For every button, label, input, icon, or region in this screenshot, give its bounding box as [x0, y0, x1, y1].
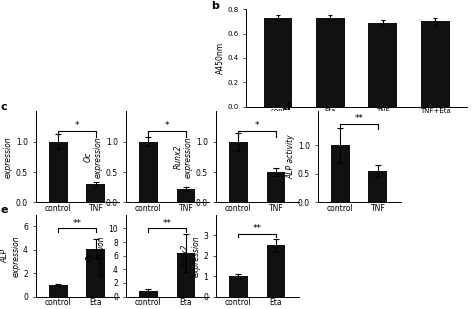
- Bar: [368, 171, 387, 202]
- Y-axis label: Runx2
expression: Runx2 expression: [174, 136, 193, 178]
- Y-axis label: Oc
expression: Oc expression: [86, 235, 106, 277]
- Y-axis label: ALP
expression: ALP expression: [1, 235, 20, 277]
- Bar: [266, 172, 285, 202]
- Y-axis label: ALP
expression: ALP expression: [0, 136, 13, 178]
- Text: c: c: [0, 102, 7, 112]
- Bar: [86, 249, 105, 297]
- Bar: [139, 291, 158, 297]
- Text: **: **: [355, 115, 364, 124]
- Bar: [266, 245, 285, 297]
- Bar: [331, 146, 350, 202]
- Text: e: e: [0, 205, 8, 215]
- Bar: [264, 18, 292, 107]
- Text: **: **: [163, 218, 172, 227]
- Text: b: b: [211, 2, 219, 11]
- Bar: [49, 142, 68, 202]
- Bar: [176, 253, 195, 297]
- Text: *: *: [75, 121, 79, 130]
- Bar: [421, 21, 450, 107]
- Y-axis label: Runx2
expression: Runx2 expression: [181, 235, 201, 277]
- Bar: [86, 184, 105, 202]
- Bar: [368, 23, 397, 107]
- Text: d: d: [283, 102, 291, 112]
- Y-axis label: Oc
expression: Oc expression: [84, 136, 103, 178]
- Bar: [229, 276, 248, 297]
- Bar: [176, 189, 195, 202]
- Text: *: *: [165, 121, 169, 130]
- Bar: [316, 18, 345, 107]
- Y-axis label: A450nm: A450nm: [216, 42, 225, 74]
- Bar: [49, 285, 68, 297]
- Y-axis label: ALP activity: ALP activity: [286, 134, 295, 179]
- Bar: [229, 142, 248, 202]
- Text: **: **: [73, 219, 82, 228]
- Bar: [139, 142, 158, 202]
- Text: *: *: [255, 121, 259, 130]
- Text: **: **: [253, 224, 262, 233]
